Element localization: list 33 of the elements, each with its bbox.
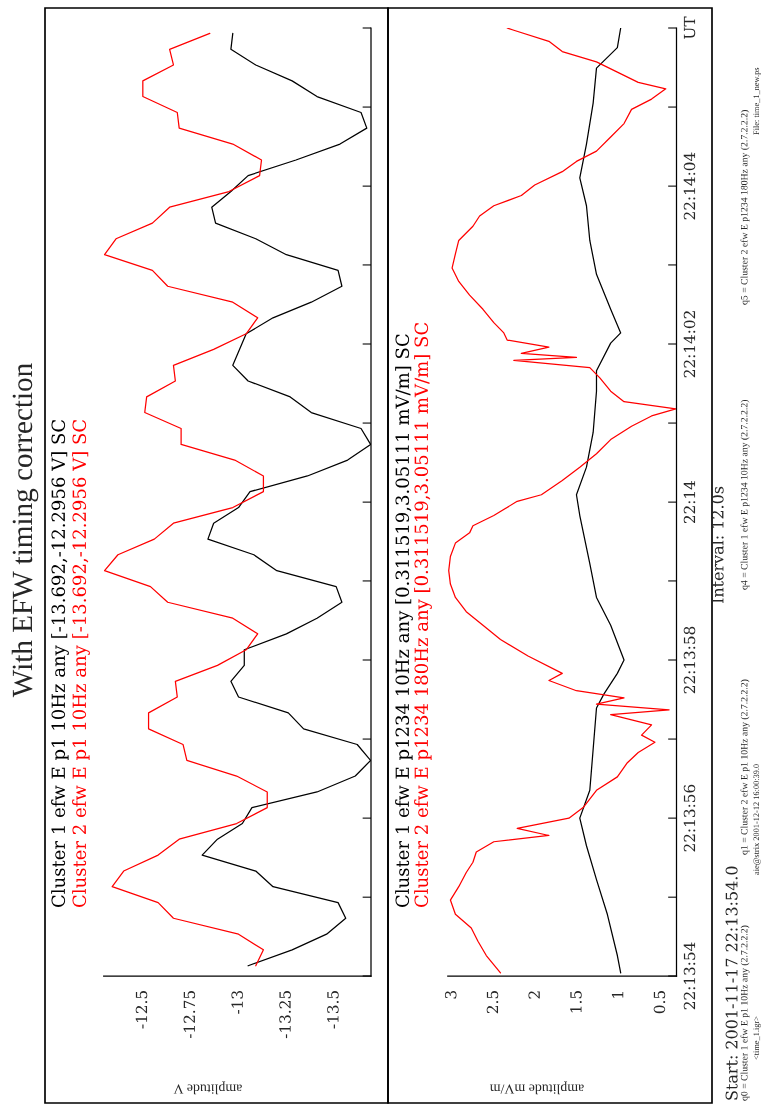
x-tick-label: 2: [528, 991, 540, 999]
x-tick-label: -13.25: [279, 991, 291, 1039]
text: Cluster 1 efw E p1234 10Hz any [0.311519,3.05111 mV/m] SC: [395, 334, 413, 907]
text: q5 = Cluster 2 efw E p1234 180Hz any (2.7.2.2.2): [740, 110, 750, 305]
x-axis-title: amplitude V: [173, 1081, 242, 1095]
text: q1 = Cluster 2 efw E p1 10Hz any (2.7.2.2.2): [740, 679, 750, 855]
x-axis-title: amplitude mV/m: [489, 1081, 584, 1095]
text: Cluster 2 efw E p1 10Hz any [-13.692,-12.2956 V] SC: [72, 419, 90, 907]
text: <time_1.igr>: [753, 1016, 761, 1060]
x-tick-label: 1.5: [570, 991, 582, 1013]
text: Start: 2001-11-17 22:13:54.0: [725, 866, 738, 1100]
text: Cluster 2 efw E p1234 180Hz any [0.311519,3.05111 mV/m] SC: [414, 322, 432, 907]
text: q4 = Cluster 1 efw E p1234 10Hz any (2.7.2.2.2): [740, 399, 750, 590]
text: File: time_1_new.ps: [753, 67, 761, 135]
x-tick-label: 2.5: [486, 991, 499, 1014]
x-tick-label: -13.5: [327, 991, 339, 1029]
text: q0 = Cluster 1 efw E p1 10Hz any (2.7.2.2.2): [740, 925, 750, 1101]
y-tick-label: 22:13:54: [683, 942, 696, 1010]
x-tick-label: 1: [611, 992, 624, 998]
y-tick-label: 22:14: [683, 480, 696, 524]
y-tick-label: 22:14:02: [683, 311, 696, 378]
x-tick-label: -13: [231, 991, 243, 1014]
y-tick-label: 22:13:56: [683, 784, 696, 852]
x-tick-label: -12.75: [183, 991, 196, 1039]
x-tick-label: 3: [444, 991, 457, 999]
y-tick-label: 22:13:58: [683, 626, 696, 694]
y-tick-label: UT: [683, 16, 696, 39]
text: Cluster 1 efw E p1 10Hz any [-13.692,-12.2956 V] SC: [51, 419, 69, 907]
text: aie@strix 2001-12-12 16:00:39.0: [753, 764, 761, 875]
x-tick-label: 0.5: [653, 991, 666, 1014]
x-tick-label: -12.5: [135, 991, 148, 1029]
y-tick-label: 22:14:04: [683, 152, 696, 220]
text: With EFW timing correction: [11, 363, 39, 698]
